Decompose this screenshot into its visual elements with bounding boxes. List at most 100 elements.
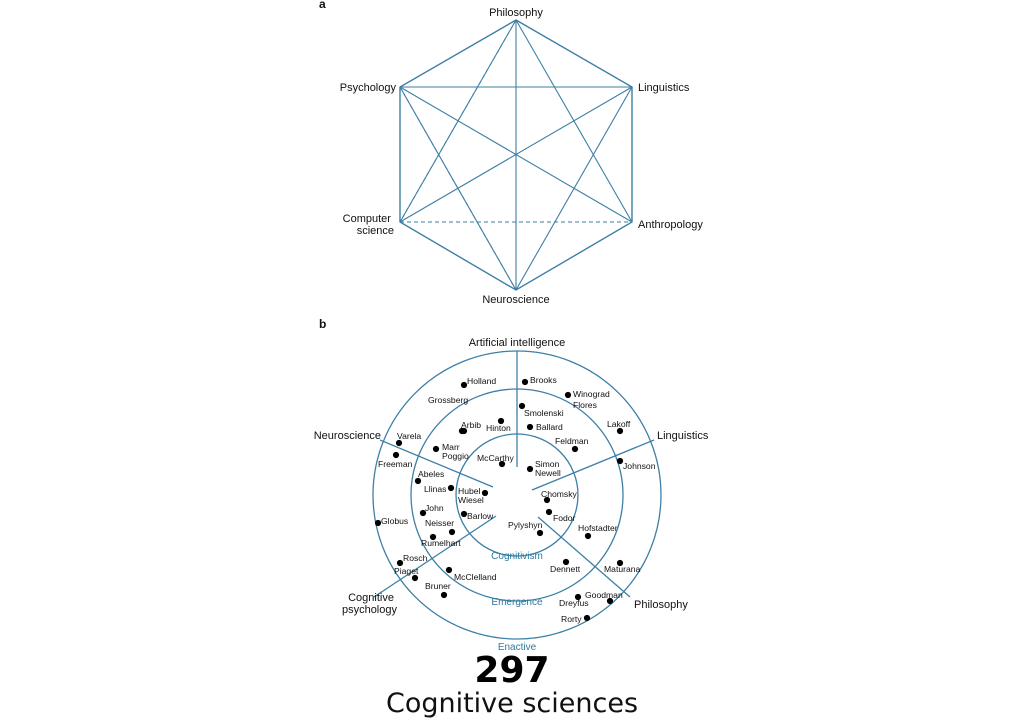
vertex-computer-science: Computer science bbox=[343, 213, 394, 237]
spoke-label-cognitive-psychology-line1: Cognitive bbox=[348, 592, 394, 604]
hexagon bbox=[399, 19, 633, 291]
dot-barlow bbox=[460, 510, 468, 518]
name-neisser: Neisser bbox=[425, 518, 454, 528]
dot-freeman bbox=[392, 451, 400, 459]
dot-neisser bbox=[448, 528, 456, 536]
name-holland: Holland bbox=[467, 376, 496, 386]
spoke-linguistics bbox=[531, 439, 655, 491]
vertex-computer-science-line2: science bbox=[357, 225, 394, 237]
name-marr: Marr bbox=[442, 442, 460, 452]
spoke-label-cognitive-psychology: Cognitive psychology bbox=[342, 592, 398, 616]
name-piaget: Piaget bbox=[394, 566, 419, 576]
dot-hubel bbox=[481, 489, 489, 497]
dot-smolenski bbox=[518, 402, 526, 410]
name-lakoff: Lakoff bbox=[607, 419, 631, 429]
dot-johnson bbox=[616, 457, 624, 465]
dot-feldman bbox=[571, 445, 579, 453]
spoke-label-neuroscience: Neuroscience bbox=[314, 430, 381, 442]
dot-varela bbox=[395, 439, 403, 447]
spoke-neuroscience bbox=[379, 439, 494, 488]
name-flores: Flores bbox=[573, 400, 597, 410]
dot-rosch bbox=[396, 559, 404, 567]
spoke-philosophy bbox=[537, 516, 631, 598]
name-mccarthy: McCarthy bbox=[477, 453, 514, 463]
dot-rumelhart bbox=[429, 533, 437, 541]
name-fodor: Fodor bbox=[553, 513, 576, 523]
name-hubel: Hubel bbox=[458, 486, 481, 496]
spoke-label-philosophy: Philosophy bbox=[634, 599, 688, 611]
name-brooks: Brooks bbox=[530, 375, 557, 385]
name-rosch: Rosch bbox=[403, 553, 428, 563]
dot-lakoff bbox=[616, 427, 624, 435]
name-maturana: Maturana bbox=[604, 564, 641, 574]
dot-llinas bbox=[447, 484, 455, 492]
name-goodman: Goodman bbox=[585, 590, 623, 600]
name-simon: Simon bbox=[535, 459, 560, 469]
vertex-linguistics: Linguistics bbox=[638, 82, 690, 94]
vertex-philosophy: Philosophy bbox=[489, 7, 543, 19]
dot-mccarthy bbox=[498, 460, 506, 468]
dot-hinton bbox=[497, 417, 505, 425]
vertex-computer-science-line1: Computer bbox=[343, 213, 392, 225]
dot-rorty bbox=[583, 614, 591, 622]
dot-maturana bbox=[616, 559, 624, 567]
dot-mcclelland bbox=[445, 566, 453, 574]
panel-b-label: b bbox=[319, 317, 326, 331]
name-feldman: Feldman bbox=[555, 436, 589, 446]
dot-simon bbox=[526, 465, 534, 473]
edge-dashed-2 bbox=[399, 86, 517, 291]
name-freeman: Freeman bbox=[378, 459, 413, 469]
dot-pylyshyn bbox=[536, 529, 544, 537]
spoke-label-cognitive-psychology-line2: psychology bbox=[342, 604, 398, 616]
name-arbib: Arbib bbox=[461, 420, 481, 430]
ring-label-enactive: Enactive bbox=[498, 642, 537, 653]
page-caption: Cognitive sciences bbox=[385, 688, 639, 719]
name-ballard: Ballard bbox=[536, 422, 563, 432]
name-rorty: Rorty bbox=[561, 614, 582, 624]
edge-dashed-1 bbox=[399, 19, 517, 223]
name-bruner: Bruner bbox=[425, 581, 451, 591]
name-johnson: Johnson bbox=[623, 461, 656, 471]
panel-a: a Philosophy Linguistics Anthropology Ne… bbox=[319, 0, 703, 306]
name-smolenski: Smolenski bbox=[524, 408, 564, 418]
concentric-rings bbox=[372, 350, 662, 640]
dot-goodman bbox=[606, 597, 614, 605]
vertex-neuroscience: Neuroscience bbox=[482, 294, 549, 306]
vertex-anthropology: Anthropology bbox=[638, 219, 703, 231]
panel-a-label: a bbox=[319, 0, 326, 11]
name-john: John bbox=[425, 503, 444, 513]
spoke-label-linguistics: Linguistics bbox=[657, 430, 709, 442]
page-number: 297 bbox=[474, 650, 550, 691]
dot-holland bbox=[460, 381, 468, 389]
name-grossberg: Grossberg bbox=[428, 395, 468, 405]
dot-john bbox=[419, 509, 427, 517]
name-dennett: Dennett bbox=[550, 564, 581, 574]
name-poggio: Poggio bbox=[442, 451, 469, 461]
name-winograd: Winograd bbox=[573, 389, 610, 399]
name-globus: Globus bbox=[381, 516, 408, 526]
name-mcclelland: McClelland bbox=[454, 572, 497, 582]
dot-arbib bbox=[460, 427, 468, 435]
name-rumelhart: Rumelhart bbox=[421, 538, 461, 548]
dot-fodor bbox=[545, 508, 553, 516]
dot-ballard bbox=[526, 423, 534, 431]
vertex-psychology: Psychology bbox=[340, 82, 397, 94]
name-abeles: Abeles bbox=[418, 469, 444, 479]
dot-dreyfus bbox=[574, 593, 582, 601]
spoke-cognitive-psychology bbox=[373, 515, 497, 598]
researcher-dots bbox=[374, 378, 624, 622]
dot-piaget bbox=[411, 574, 419, 582]
dot-hofstadter bbox=[584, 532, 592, 540]
dot-bruner bbox=[440, 591, 448, 599]
spoke-label-artificial-intelligence: Artificial intelligence bbox=[469, 337, 566, 349]
dot-abeles bbox=[414, 477, 422, 485]
dot-marr bbox=[432, 445, 440, 453]
dot-globus bbox=[374, 519, 382, 527]
name-hofstadter: Hofstadter bbox=[578, 523, 618, 533]
name-chomsky: Chomsky bbox=[541, 489, 578, 499]
name-varela: Varela bbox=[397, 431, 421, 441]
ring-label-cognitivism: Cognitivism bbox=[491, 551, 543, 562]
name-hinton: Hinton bbox=[486, 423, 511, 433]
